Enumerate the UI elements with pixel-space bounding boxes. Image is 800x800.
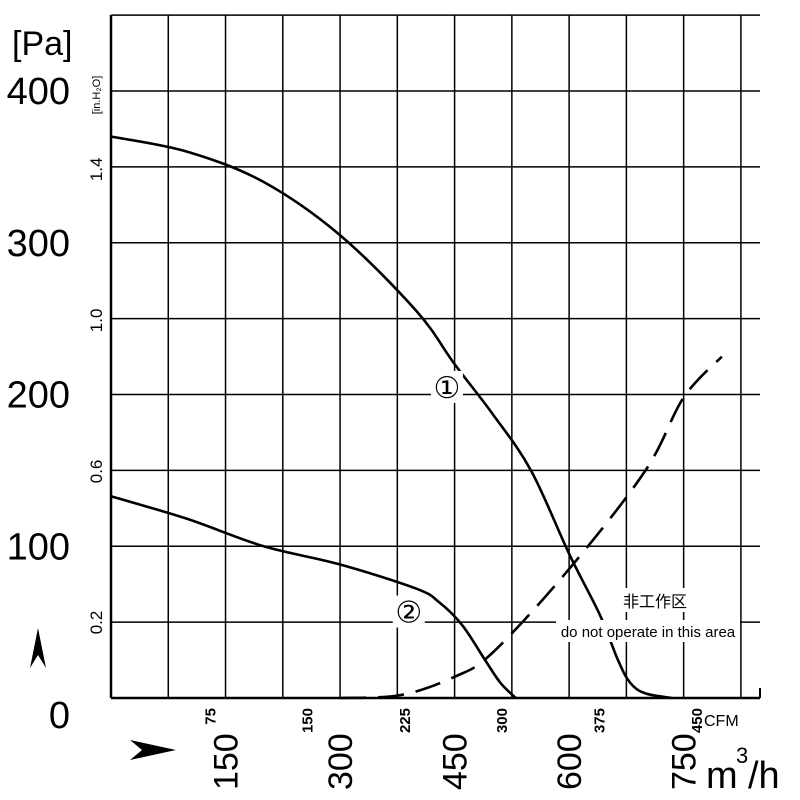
x-tick-label-cfm: 300 bbox=[494, 708, 511, 733]
x-tick-label-m3h: 750 bbox=[666, 733, 704, 790]
x-axis-unit-m3h-base: m bbox=[706, 755, 738, 797]
y-axis-unit-pa: [Pa] bbox=[12, 25, 72, 63]
y-tick-label-pa: 200 bbox=[7, 375, 70, 417]
curves bbox=[110, 135, 723, 700]
x-axis-unit-m3h-tail: /h bbox=[748, 755, 780, 797]
annotations: ① ② 非工作区 do not operate in this area bbox=[392, 370, 740, 642]
series-line-system-resistance bbox=[340, 355, 723, 700]
series-line-2 bbox=[110, 494, 517, 699]
x-tick-label-m3h: 600 bbox=[551, 733, 589, 790]
x-tick-label-cfm: 225 bbox=[397, 708, 414, 733]
grid bbox=[111, 14, 760, 698]
x-tick-label-cfm: 75 bbox=[202, 708, 219, 725]
y-tick-label-inh2o: 0.2 bbox=[87, 611, 106, 635]
y-tick-label-inh2o: 0.6 bbox=[87, 460, 106, 484]
x-axis-unit-m3h-sup: 3 bbox=[736, 743, 748, 768]
x-tick-label-m3h: 450 bbox=[437, 733, 475, 790]
x-tick-label-m3h: 150 bbox=[208, 733, 246, 790]
no-operate-note-en: do not operate in this area bbox=[561, 624, 736, 641]
series-marker-bg bbox=[392, 595, 425, 628]
x-tick-label-m3h: 300 bbox=[322, 733, 360, 790]
up-arrow-icon bbox=[30, 628, 46, 668]
y-tick-label-pa: 100 bbox=[7, 526, 70, 568]
series-marker-label: ② bbox=[395, 596, 422, 631]
axis-labels: 0 100 200 300 400 [Pa] 0.2 0.6 1.0 1.4 [in.H₂O] 75 1… bbox=[7, 25, 780, 797]
note-bg bbox=[605, 588, 705, 612]
no-operate-note-cn: 非工作区 bbox=[623, 592, 687, 611]
y-tick-label-inh2o: 1.4 bbox=[87, 158, 106, 182]
x-tick-label-cfm: 150 bbox=[300, 708, 317, 733]
series-line-1 bbox=[110, 135, 673, 700]
note-bg bbox=[556, 620, 740, 642]
right-arrow-icon bbox=[130, 740, 176, 760]
y-tick-label-pa: 0 bbox=[49, 695, 70, 737]
series-marker-bg bbox=[430, 370, 463, 403]
y-axis-unit-inh2o: [in.H₂O] bbox=[91, 76, 103, 115]
x-tick-label-cfm: 450 bbox=[689, 708, 706, 733]
x-axis-unit-cfm: CFM bbox=[704, 713, 739, 730]
x-tick-label-cfm: 375 bbox=[591, 708, 608, 733]
plot-frame bbox=[109, 15, 761, 700]
y-tick-label-inh2o: 1.0 bbox=[87, 309, 106, 333]
y-tick-label-pa: 400 bbox=[7, 71, 70, 113]
series-marker-label: ① bbox=[433, 371, 460, 406]
y-tick-label-pa: 300 bbox=[7, 223, 70, 265]
